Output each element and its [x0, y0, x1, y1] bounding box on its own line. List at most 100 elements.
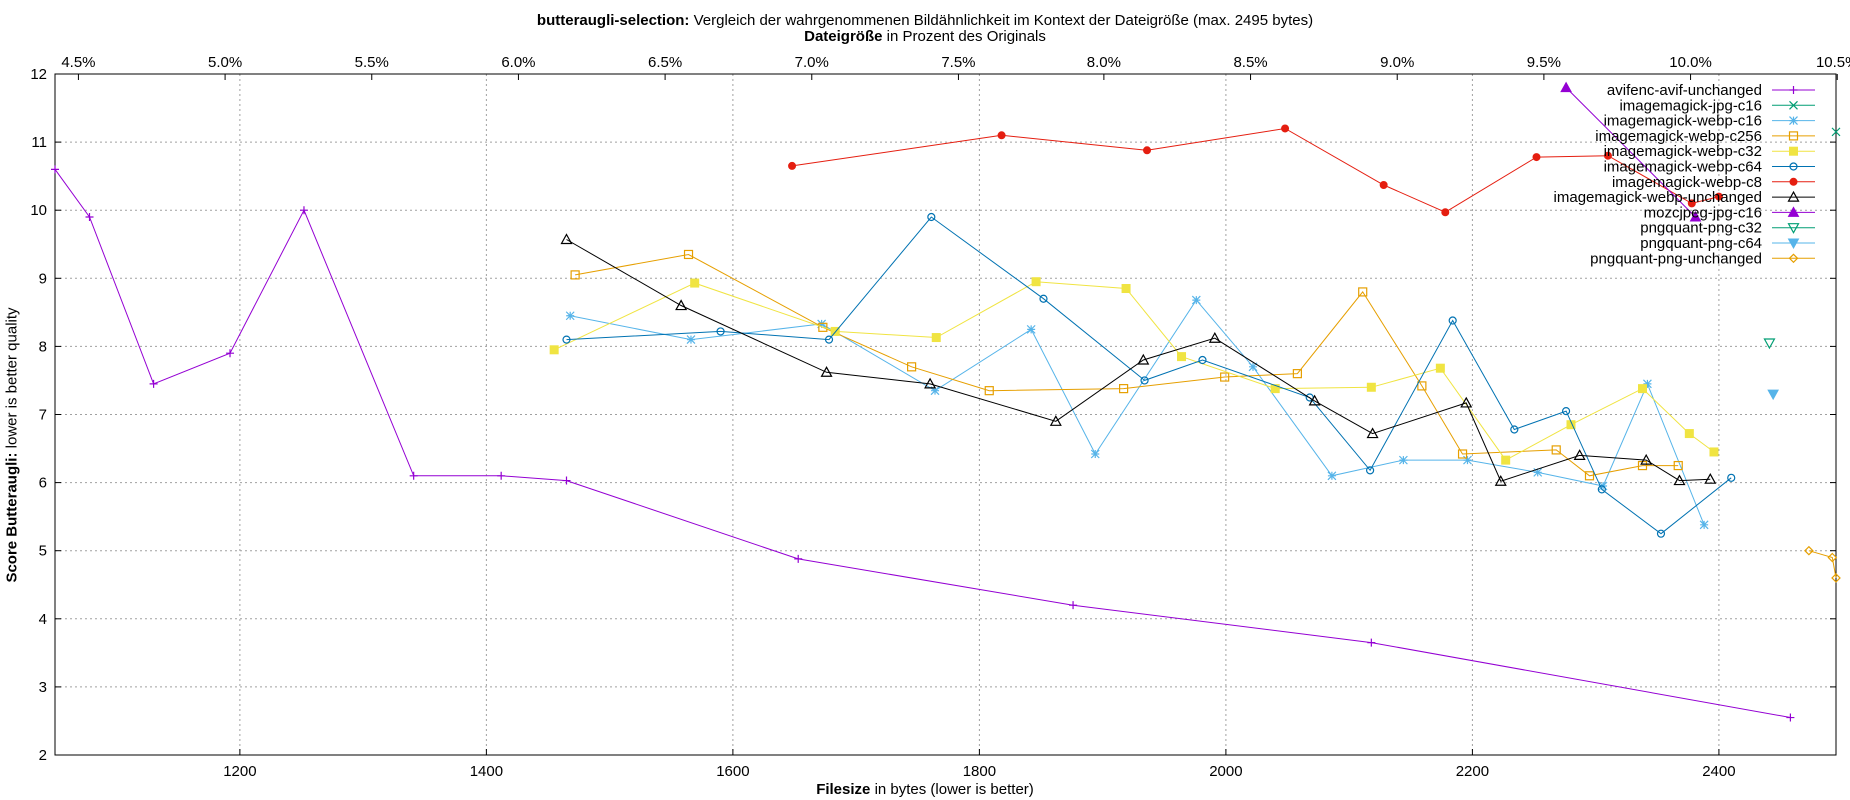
data-point — [562, 335, 571, 344]
data-point — [824, 335, 834, 344]
data-point — [1597, 485, 1606, 494]
series-pngquant-png-c64 — [1767, 389, 1779, 401]
data-point — [562, 476, 571, 485]
data-point — [1787, 206, 1800, 217]
data-point — [549, 345, 559, 355]
data-point — [1689, 210, 1702, 222]
chart-title: butteraugli-selection: Vergleich der wah… — [536, 12, 1314, 29]
legend-label: avifenc-avif-unchanged — [1607, 82, 1762, 99]
legend-label: imagemagick-webp-c32 — [1604, 143, 1762, 160]
data-point — [51, 165, 59, 174]
data-point — [1448, 316, 1457, 325]
data-point — [690, 278, 700, 288]
data-point — [788, 161, 797, 170]
data-point — [924, 377, 937, 389]
data-point — [570, 270, 580, 280]
data-point — [1551, 445, 1561, 455]
data-point — [1031, 277, 1041, 287]
x2-tick-label: 9.5% — [1527, 54, 1561, 71]
x2-tick-label: 7.0% — [795, 54, 829, 71]
data-point — [1640, 453, 1653, 465]
data-point — [1560, 81, 1572, 93]
secondary-axis-label: Dateigröße in Prozent des Originals — [804, 28, 1046, 45]
legend-label: pngquant-png-c32 — [1640, 220, 1762, 237]
data-point — [149, 379, 158, 388]
data-point — [85, 213, 94, 222]
data-point — [560, 233, 573, 245]
series-imagemagick-webp-c8 — [788, 124, 1723, 217]
series-imagemagick-webp-unchanged — [560, 233, 1717, 486]
data-point — [1366, 466, 1375, 475]
x2-tick-label: 10.0% — [1669, 54, 1712, 71]
data-point — [1049, 415, 1062, 426]
x-tick-label: 1200 — [223, 763, 256, 780]
data-point — [818, 322, 828, 332]
series-line — [566, 216, 1732, 535]
x-tick-label: 1400 — [470, 763, 503, 780]
data-point — [1366, 382, 1376, 392]
data-point — [409, 471, 418, 480]
series-pngquant-png-c32 — [1763, 338, 1776, 350]
legend-label: mozcjpeg-jpg-c16 — [1644, 204, 1762, 221]
data-point — [1573, 449, 1586, 460]
y-tick-label: 8 — [39, 338, 47, 355]
data-point — [1220, 372, 1230, 382]
data-point — [1727, 473, 1736, 482]
data-point — [686, 335, 696, 345]
data-point — [1198, 355, 1207, 365]
data-point — [930, 386, 940, 396]
data-point — [1441, 208, 1450, 217]
data-point — [1804, 545, 1814, 556]
data-point — [1308, 394, 1321, 406]
data-point — [1417, 381, 1427, 391]
y-tick-label: 4 — [39, 611, 47, 628]
legend-label: imagemagick-webp-c256 — [1595, 128, 1762, 145]
y-tick-label: 7 — [39, 407, 47, 424]
x2-tick-label: 8.5% — [1233, 54, 1267, 71]
legend-label: imagemagick-webp-unchanged — [1554, 189, 1762, 206]
data-point — [1457, 449, 1468, 459]
data-point — [1642, 379, 1652, 389]
data-point — [565, 311, 575, 321]
data-point — [1366, 427, 1379, 439]
data-point — [1673, 474, 1686, 486]
data-point — [1137, 353, 1150, 365]
data-point — [984, 386, 994, 396]
data-point — [1494, 475, 1507, 486]
data-point — [1118, 384, 1129, 394]
data-point — [1358, 287, 1368, 297]
x2-tick-label: 7.5% — [941, 54, 975, 71]
data-point — [716, 327, 725, 336]
series-pngquant-png-unchanged — [1804, 545, 1841, 583]
data-point — [1140, 376, 1149, 385]
data-point — [1435, 363, 1445, 373]
data-point — [997, 131, 1006, 140]
data-point — [226, 349, 235, 358]
data-point — [497, 471, 506, 480]
x-axis-label: Filesize in bytes (lower is better) — [816, 781, 1034, 798]
data-point — [1789, 116, 1798, 126]
series-line — [570, 299, 1705, 525]
data-point — [683, 249, 694, 260]
data-point — [1533, 467, 1543, 477]
x-tick-label: 1600 — [716, 763, 749, 780]
x2-tick-label: 5.0% — [208, 54, 242, 71]
data-point — [1789, 162, 1798, 171]
data-point — [1827, 552, 1838, 563]
x2-tick-label: 6.0% — [501, 54, 535, 71]
data-point — [1121, 284, 1131, 294]
data-point — [1687, 199, 1696, 208]
data-point — [1788, 253, 1799, 264]
data-point — [1069, 601, 1078, 610]
legend-label: imagemagick-jpg-c16 — [1619, 97, 1762, 114]
data-point — [1656, 529, 1666, 538]
data-point — [1367, 638, 1376, 647]
data-point — [820, 366, 833, 377]
data-point — [1398, 455, 1408, 465]
y-tick-label: 10 — [30, 202, 47, 219]
data-point — [1709, 447, 1719, 457]
data-point — [1787, 238, 1800, 250]
data-point — [1789, 100, 1798, 110]
data-point — [1501, 455, 1511, 465]
